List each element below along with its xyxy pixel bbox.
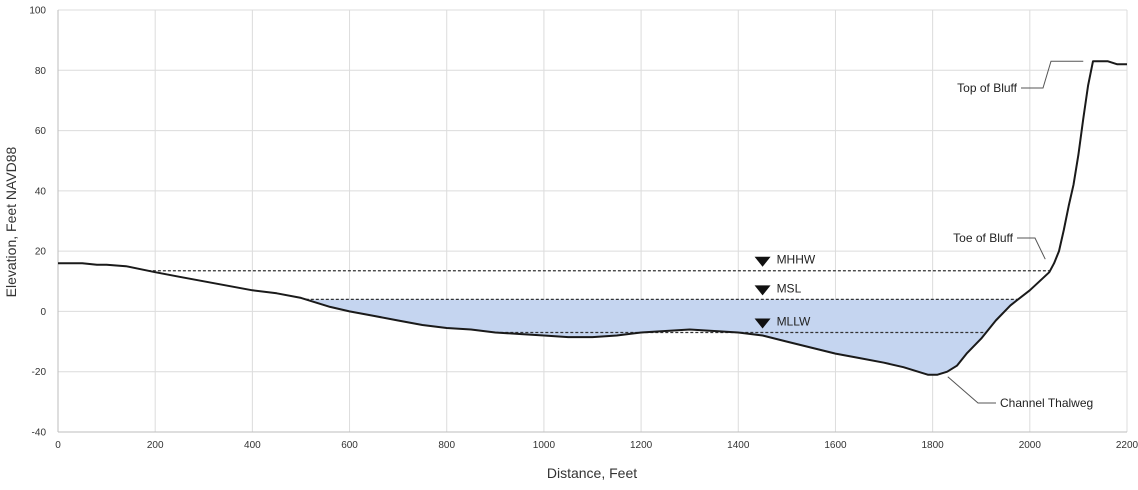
x-tick-label: 1600: [824, 440, 847, 451]
x-tick-label: 800: [438, 440, 455, 451]
x-tick-label: 1400: [727, 440, 750, 451]
grid: [57, 9, 1128, 433]
y-tick-label: 40: [35, 186, 47, 197]
y-tick-label: 100: [29, 6, 46, 17]
annotations: Top of Bluff Toe of Bluff Channel Thalweg: [947, 60, 1093, 410]
tide-marker-mhhw: [754, 256, 771, 267]
y-tick-label: 20: [35, 247, 47, 258]
tide-label-mhhw: MHHW: [777, 253, 816, 267]
x-tick-label: 200: [147, 440, 164, 451]
y-tick-label: -20: [32, 367, 47, 378]
x-tick-label: 600: [341, 440, 358, 451]
x-axis-title: Distance, Feet: [547, 465, 637, 481]
tide-label-mllw: MLLW: [777, 315, 811, 329]
tide-marker-msl: [754, 285, 771, 296]
x-tick-label: 1200: [630, 440, 653, 451]
x-tick-label: 1800: [922, 440, 945, 451]
y-axis-title: Elevation, Feet NAVD88: [3, 146, 19, 297]
y-tick-label: -40: [32, 428, 47, 439]
y-tick-label: 80: [35, 66, 47, 77]
annotation-leader-channel-thalweg: [947, 376, 996, 404]
x-tick-label: 2000: [1019, 440, 1042, 451]
tide-marker-mllw: [754, 318, 771, 329]
elevation-profile-line: [58, 60, 1127, 376]
annotation-channel-thalweg: Channel Thalweg: [1000, 396, 1093, 410]
y-tick-label: 60: [35, 126, 47, 137]
y-tick-label: 0: [40, 307, 46, 318]
x-tick-label: 0: [55, 440, 61, 451]
x-tick-label: 2200: [1116, 440, 1138, 451]
annotation-leader-top-of-bluff: [1021, 60, 1084, 89]
axes: [57, 10, 1127, 433]
tick-labels: 0 200 400 600 800 1000 1200 1400 1600 1800 2000 220…: [29, 6, 1138, 452]
x-tick-label: 400: [244, 440, 261, 451]
tide-label-msl: MSL: [777, 281, 802, 295]
annotation-top-of-bluff: Top of Bluff: [957, 81, 1017, 95]
annotation-toe-of-bluff: Toe of Bluff: [953, 231, 1013, 245]
series-layer: [58, 60, 1127, 376]
water-fill-layer: [305, 299, 1019, 375]
annotation-leader-toe-of-bluff: [1017, 237, 1046, 260]
water-fill: [305, 299, 1019, 375]
x-tick-label: 1000: [533, 440, 556, 451]
